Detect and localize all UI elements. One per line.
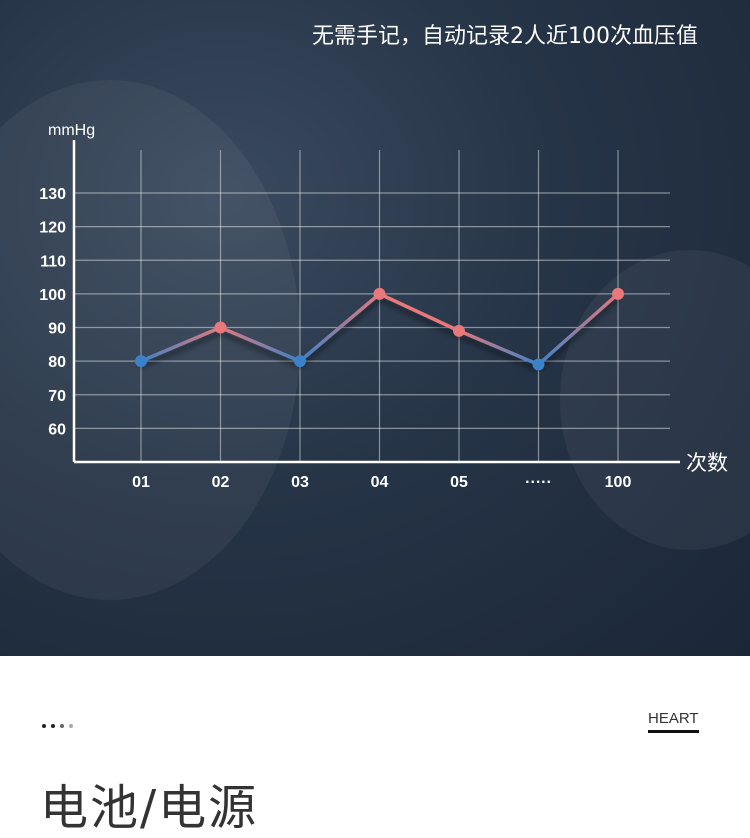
data-point — [214, 321, 227, 334]
data-point — [453, 324, 465, 337]
y-tick-label: 80 — [48, 354, 66, 371]
series-segment — [140, 325, 222, 363]
data-point — [135, 355, 147, 368]
x-tick-label: 05 — [450, 474, 468, 491]
series-segment — [378, 292, 460, 333]
data-point — [532, 358, 545, 371]
hero-banner: 无需手记，自动记录2人近100次血压值 60 70 80 90 100 110 120 130… — [0, 0, 750, 656]
x-tick-label: 02 — [212, 474, 230, 491]
series-segment — [219, 325, 301, 363]
x-tick-label: 04 — [371, 474, 389, 491]
section-title: 电池/电源 — [40, 780, 259, 836]
y-tick-label: 130 — [39, 186, 66, 203]
data-point — [294, 355, 306, 368]
bp-line-chart: 60 70 80 90 100 110 120 130 01 02 03 04 05 ····· 100 mm… — [39, 122, 728, 491]
x-tick-label: ····· — [525, 474, 552, 491]
x-tick-label: 03 — [291, 474, 309, 491]
x-tick-label: 01 — [132, 474, 150, 491]
y-tick-label: 100 — [39, 287, 66, 304]
headline: 无需手记，自动记录2人近100次血压值 — [312, 24, 698, 49]
series-segment — [537, 292, 620, 366]
y-tick-label: 70 — [48, 388, 66, 405]
y-axis-label: mmHg — [48, 122, 95, 139]
series-segment — [458, 329, 540, 367]
x-axis-label: 次数 — [686, 451, 728, 475]
data-point — [373, 287, 386, 300]
y-tick-label: 90 — [48, 321, 66, 338]
data-point — [612, 287, 624, 300]
y-tick-label: 110 — [40, 253, 66, 270]
pagination-dots — [42, 724, 73, 728]
x-tick-label: 100 — [605, 474, 632, 491]
y-tick-label: 120 — [39, 220, 66, 237]
series-segment — [298, 292, 381, 363]
section-tag: HEART — [648, 710, 699, 733]
y-tick-label: 60 — [48, 421, 66, 438]
